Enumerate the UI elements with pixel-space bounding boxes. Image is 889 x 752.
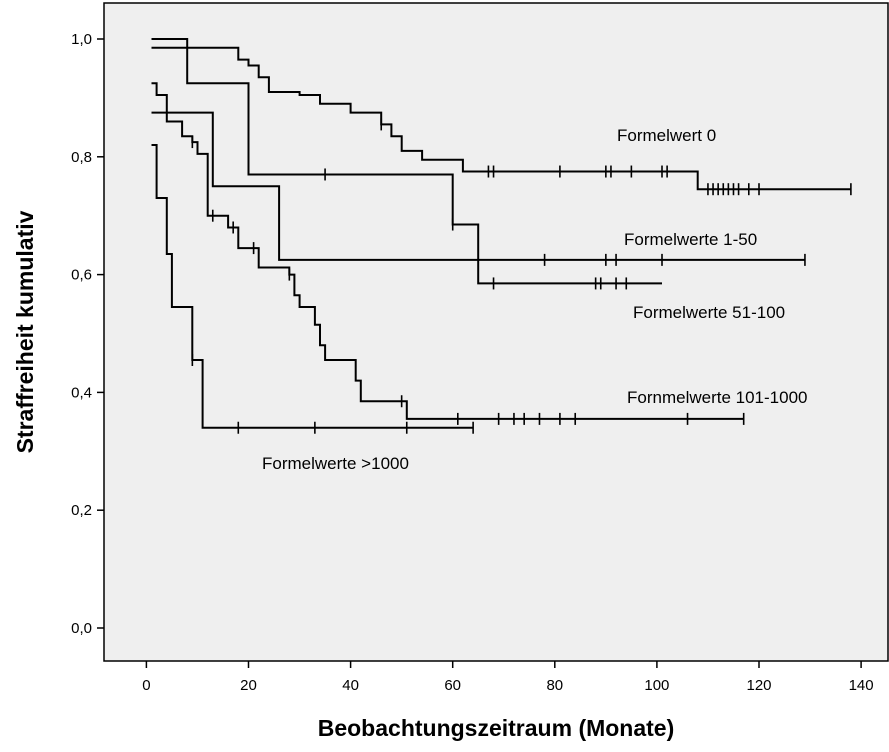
y-tick-label: 0,8 bbox=[71, 149, 92, 166]
x-axis-title: Beobachtungszeitraum (Monate) bbox=[318, 715, 675, 741]
y-tick-label: 0,4 bbox=[71, 384, 92, 401]
survival-curve-1 bbox=[151, 38, 662, 285]
series-label-formelwerte-gt-1000: Formelwerte >1000 bbox=[262, 454, 409, 473]
survival-curves bbox=[151, 38, 851, 429]
plot-area bbox=[103, 2, 889, 662]
x-tick-label: 140 bbox=[849, 677, 874, 694]
survival-curve-4 bbox=[151, 144, 474, 429]
y-tick-label: 0,6 bbox=[71, 267, 92, 284]
x-axis-ticks: 0 20 40 60 80 100 120 140 bbox=[142, 661, 874, 694]
x-tick-label: 100 bbox=[644, 677, 669, 694]
x-tick-label: 80 bbox=[546, 677, 563, 694]
x-tick-label: 20 bbox=[240, 677, 257, 694]
x-tick-label: 40 bbox=[342, 677, 359, 694]
series-label-formelwerte-1-50: Formelwerte 1-50 bbox=[624, 230, 757, 249]
series-label-formelwerte-51-100: Formelwerte 51-100 bbox=[633, 303, 785, 322]
x-tick-label: 0 bbox=[142, 677, 150, 694]
series-label-fornmelwerte-101-1000: Fornmelwerte 101-1000 bbox=[627, 388, 807, 407]
x-tick-label: 60 bbox=[444, 677, 461, 694]
x-tick-label: 120 bbox=[746, 677, 771, 694]
series-label-formelwert-0: Formelwert 0 bbox=[617, 126, 716, 145]
censor-marks bbox=[191, 118, 852, 434]
survival-curve-2 bbox=[151, 111, 805, 261]
survival-curve-0 bbox=[151, 46, 851, 191]
y-tick-label: 0,0 bbox=[71, 620, 92, 637]
y-tick-label: 0,2 bbox=[71, 502, 92, 519]
y-axis-ticks: 0,0 0,2 0,4 0,6 0,8 1,0 bbox=[71, 31, 104, 637]
survival-curve-3 bbox=[151, 82, 744, 420]
y-tick-label: 1,0 bbox=[71, 31, 92, 48]
y-axis-title: Straffreiheit kumulativ bbox=[12, 210, 38, 453]
